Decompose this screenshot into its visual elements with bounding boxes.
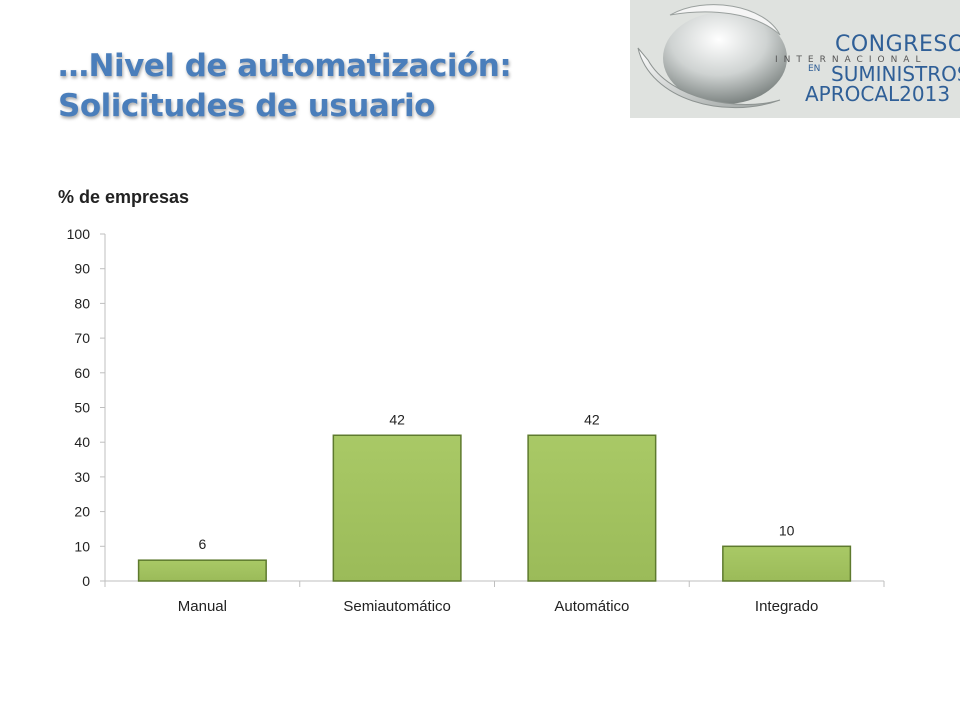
logo-suministros: SUMINISTROS (831, 62, 960, 86)
slide-title-line2: Solicitudes de usuario (58, 88, 435, 124)
y-tick-label: 80 (74, 295, 90, 311)
x-category-label: Manual (178, 598, 227, 615)
y-tick-label: 40 (74, 434, 90, 450)
bar (332, 434, 462, 582)
x-category-label: Integrado (755, 598, 818, 615)
y-tick-label: 50 (74, 400, 90, 416)
x-category-label: Automático (554, 598, 629, 615)
bar (722, 545, 852, 582)
y-tick-label: 90 (74, 261, 90, 277)
slide-title: …Nivel de automatización: Solicitudes de… (58, 46, 512, 126)
data-label: 6 (198, 536, 206, 552)
slide-title-line1: …Nivel de automatización: (58, 48, 512, 84)
logo-internacional: INTERNACIONAL (775, 55, 927, 65)
y-tick-label: 60 (74, 365, 90, 381)
y-tick-label: 100 (67, 226, 91, 242)
chart-y-axis-label: % de empresas (58, 187, 190, 207)
y-tick-label: 10 (74, 538, 90, 554)
y-tick-label: 20 (74, 504, 90, 520)
congreso-logo: CONGRESO INTERNACIONAL EN SUMINISTROS AP… (630, 0, 960, 118)
logo-aprocal: APROCAL2013 (805, 82, 951, 106)
bar (527, 434, 657, 582)
logo-en: EN (808, 64, 821, 74)
logo-congreso: CONGRESO (835, 32, 960, 57)
data-label: 10 (779, 522, 795, 538)
bar (137, 559, 267, 582)
logo-globe-icon (637, 4, 787, 109)
data-label: 42 (584, 411, 600, 427)
y-tick-label: 0 (82, 573, 90, 589)
y-tick-label: 30 (74, 469, 90, 485)
x-category-label: Semiautomático (343, 598, 451, 615)
y-tick-label: 70 (74, 330, 90, 346)
data-label: 42 (389, 411, 405, 427)
